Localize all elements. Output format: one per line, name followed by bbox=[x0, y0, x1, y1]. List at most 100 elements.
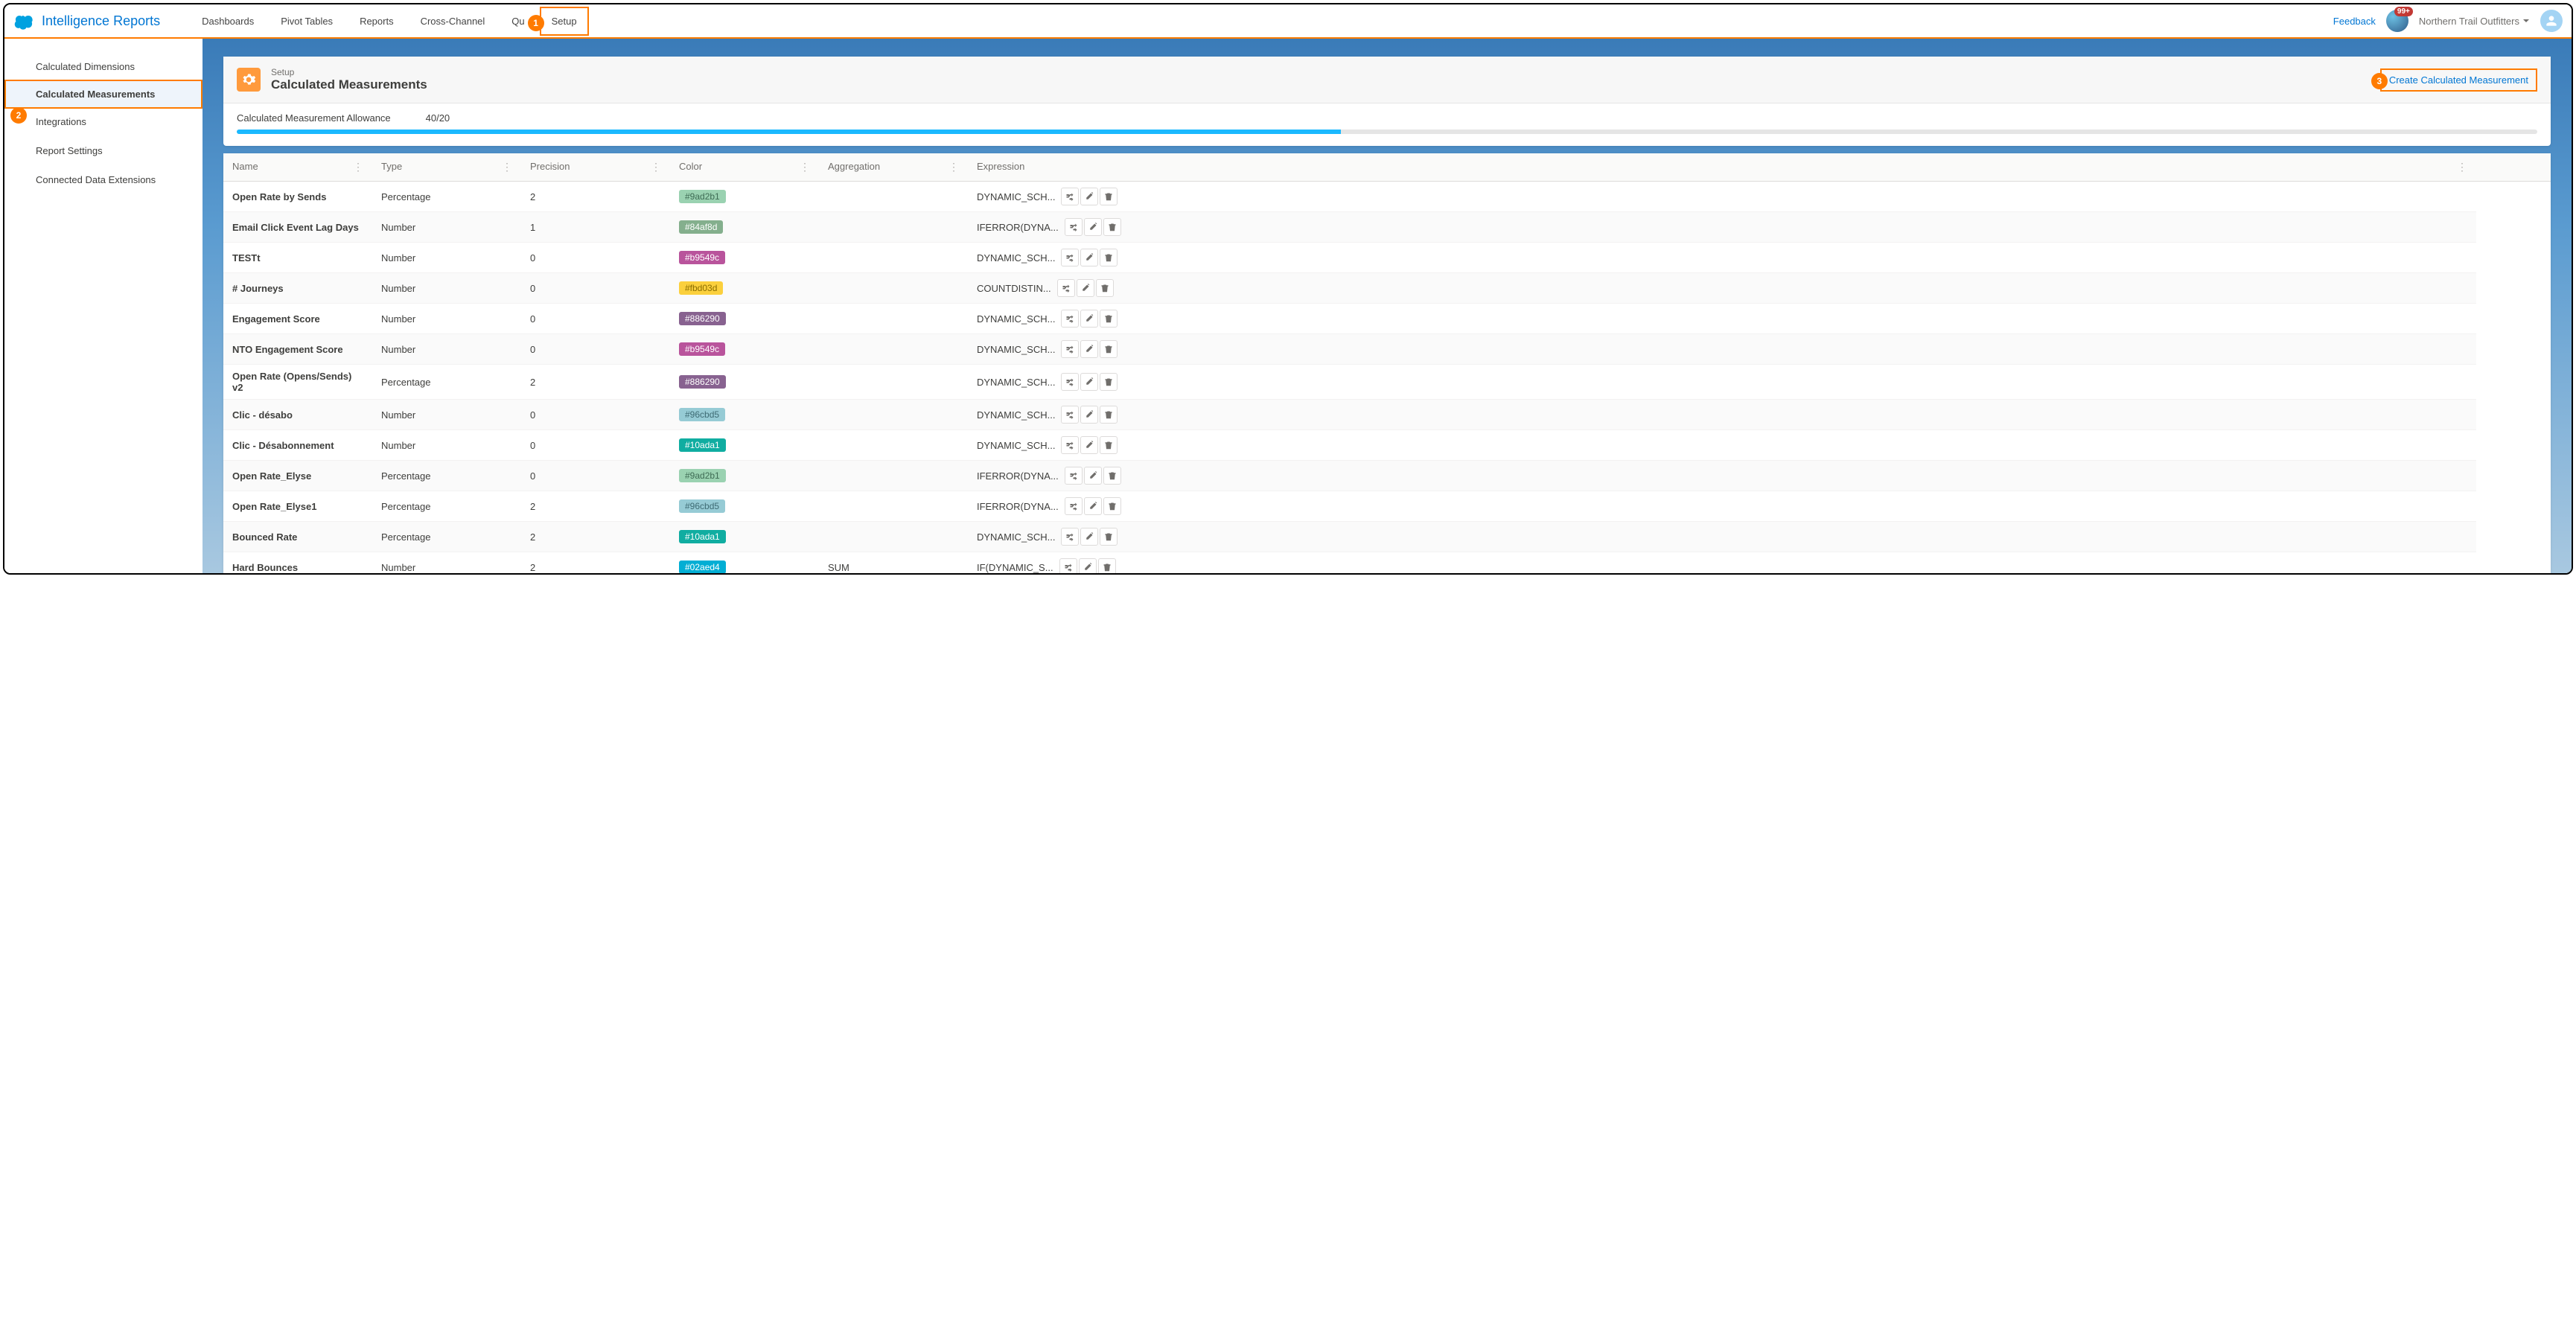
cell-color: #10ada1 bbox=[670, 522, 819, 552]
edit-icon[interactable] bbox=[1079, 558, 1097, 573]
column-header-type[interactable]: Type⋮ bbox=[372, 153, 521, 182]
column-header-precision[interactable]: Precision⋮ bbox=[521, 153, 670, 182]
cell-color: #84af8d bbox=[670, 212, 819, 243]
cell-type: Number bbox=[372, 430, 521, 461]
topnav-dashboards[interactable]: Dashboards bbox=[190, 7, 266, 36]
delete-icon[interactable] bbox=[1103, 497, 1121, 515]
sidebar-item-report-settings[interactable]: Report Settings bbox=[4, 136, 203, 165]
delete-icon[interactable] bbox=[1100, 406, 1118, 424]
astro-avatar[interactable]: 99+ bbox=[2386, 10, 2408, 32]
delete-icon[interactable] bbox=[1100, 310, 1118, 328]
cell-type: Number bbox=[372, 212, 521, 243]
cell-precision: 2 bbox=[521, 491, 670, 522]
shuffle-icon[interactable] bbox=[1065, 467, 1083, 485]
top-bar: Intelligence Reports DashboardsPivot Tab… bbox=[4, 4, 2572, 39]
edit-icon[interactable] bbox=[1080, 436, 1098, 454]
progress-fill bbox=[237, 130, 1341, 134]
cell-color: #b9549c bbox=[670, 243, 819, 273]
shuffle-icon[interactable] bbox=[1059, 558, 1077, 573]
delete-icon[interactable] bbox=[1096, 279, 1114, 297]
shuffle-icon[interactable] bbox=[1061, 373, 1079, 391]
shuffle-icon[interactable] bbox=[1061, 436, 1079, 454]
edit-icon[interactable] bbox=[1080, 249, 1098, 266]
shuffle-icon[interactable] bbox=[1061, 528, 1079, 546]
org-selector[interactable]: Northern Trail Outfitters bbox=[2419, 16, 2530, 27]
topnav-cross-channel[interactable]: Cross-Channel bbox=[409, 7, 497, 36]
delete-icon[interactable] bbox=[1100, 188, 1118, 205]
shuffle-icon[interactable] bbox=[1061, 310, 1079, 328]
cell-aggregation bbox=[819, 491, 968, 522]
shuffle-icon[interactable] bbox=[1061, 340, 1079, 358]
table-row: Clic - désaboNumber0#96cbd5DYNAMIC_SCH..… bbox=[223, 400, 2551, 430]
cell-aggregation bbox=[819, 365, 968, 400]
column-menu-icon[interactable]: ⋮ bbox=[949, 161, 959, 173]
column-header-color[interactable]: Color⋮ bbox=[670, 153, 819, 182]
topnav-pivot-tables[interactable]: Pivot Tables bbox=[269, 7, 345, 36]
delete-icon[interactable] bbox=[1100, 373, 1118, 391]
cell-color: #02aed4 bbox=[670, 552, 819, 574]
edit-icon[interactable] bbox=[1080, 406, 1098, 424]
delete-icon[interactable] bbox=[1103, 218, 1121, 236]
column-header-expression[interactable]: Expression⋮ bbox=[968, 153, 2476, 182]
cell-precision: 2 bbox=[521, 522, 670, 552]
edit-icon[interactable] bbox=[1080, 340, 1098, 358]
edit-icon[interactable] bbox=[1084, 218, 1102, 236]
edit-icon[interactable] bbox=[1080, 188, 1098, 205]
cell-type: Percentage bbox=[372, 365, 521, 400]
topnav-reports[interactable]: Reports bbox=[348, 7, 406, 36]
cell-precision: 0 bbox=[521, 273, 670, 304]
feedback-link[interactable]: Feedback bbox=[2333, 16, 2376, 27]
delete-icon[interactable] bbox=[1103, 467, 1121, 485]
shuffle-icon[interactable] bbox=[1065, 218, 1083, 236]
user-avatar[interactable] bbox=[2540, 10, 2563, 32]
column-header-aggregation[interactable]: Aggregation⋮ bbox=[819, 153, 968, 182]
cell-aggregation bbox=[819, 334, 968, 365]
cell-aggregation: SUM bbox=[819, 552, 968, 574]
callout-badge-1: 1 bbox=[528, 15, 544, 31]
cell-type: Number bbox=[372, 304, 521, 334]
topnav-setup[interactable]: Setup1 bbox=[540, 7, 589, 36]
edit-icon[interactable] bbox=[1080, 373, 1098, 391]
column-header-name[interactable]: Name⋮ bbox=[223, 153, 372, 182]
cell-type: Number bbox=[372, 552, 521, 574]
measurements-table: Name⋮Type⋮Precision⋮Color⋮Aggregation⋮Ex… bbox=[223, 153, 2551, 573]
edit-icon[interactable] bbox=[1080, 310, 1098, 328]
cell-name: Open Rate_Elyse1 bbox=[223, 491, 372, 522]
delete-icon[interactable] bbox=[1100, 340, 1118, 358]
delete-icon[interactable] bbox=[1100, 249, 1118, 266]
cell-color: #fbd03d bbox=[670, 273, 819, 304]
column-menu-icon[interactable]: ⋮ bbox=[2457, 161, 2467, 173]
column-menu-icon[interactable]: ⋮ bbox=[353, 161, 363, 173]
cell-expression: IF(DYNAMIC_S... bbox=[968, 552, 2476, 574]
shuffle-icon[interactable] bbox=[1065, 497, 1083, 515]
sidebar-item-calculated-measurements[interactable]: Calculated Measurements bbox=[4, 80, 203, 109]
create-measurement-button[interactable]: Create Calculated Measurement bbox=[2389, 74, 2528, 86]
cell-name: Engagement Score bbox=[223, 304, 372, 334]
shuffle-icon[interactable] bbox=[1061, 188, 1079, 205]
cell-name: Hard Bounces bbox=[223, 552, 372, 574]
callout-badge-3: 3 bbox=[2371, 73, 2388, 89]
cell-aggregation bbox=[819, 273, 968, 304]
cell-precision: 0 bbox=[521, 243, 670, 273]
cell-expression: COUNTDISTIN... bbox=[968, 273, 2476, 304]
column-menu-icon[interactable]: ⋮ bbox=[800, 161, 810, 173]
delete-icon[interactable] bbox=[1100, 436, 1118, 454]
cell-aggregation bbox=[819, 243, 968, 273]
column-menu-icon[interactable]: ⋮ bbox=[651, 161, 661, 173]
column-menu-icon[interactable]: ⋮ bbox=[502, 161, 512, 173]
delete-icon[interactable] bbox=[1100, 528, 1118, 546]
sidebar-item-integrations[interactable]: Integrations bbox=[4, 107, 203, 136]
edit-icon[interactable] bbox=[1080, 528, 1098, 546]
shuffle-icon[interactable] bbox=[1061, 406, 1079, 424]
table-row: TESTtNumber0#b9549cDYNAMIC_SCH... bbox=[223, 243, 2551, 273]
edit-icon[interactable] bbox=[1084, 497, 1102, 515]
shuffle-icon[interactable] bbox=[1057, 279, 1075, 297]
sidebar-item-connected-data-extensions[interactable]: Connected Data Extensions bbox=[4, 165, 203, 194]
sidebar-item-calculated-dimensions[interactable]: Calculated Dimensions bbox=[4, 52, 203, 81]
shuffle-icon[interactable] bbox=[1061, 249, 1079, 266]
edit-icon[interactable] bbox=[1084, 467, 1102, 485]
cell-expression: DYNAMIC_SCH... bbox=[968, 304, 2476, 334]
edit-icon[interactable] bbox=[1077, 279, 1094, 297]
cell-name: Clic - désabo bbox=[223, 400, 372, 430]
delete-icon[interactable] bbox=[1098, 558, 1116, 573]
